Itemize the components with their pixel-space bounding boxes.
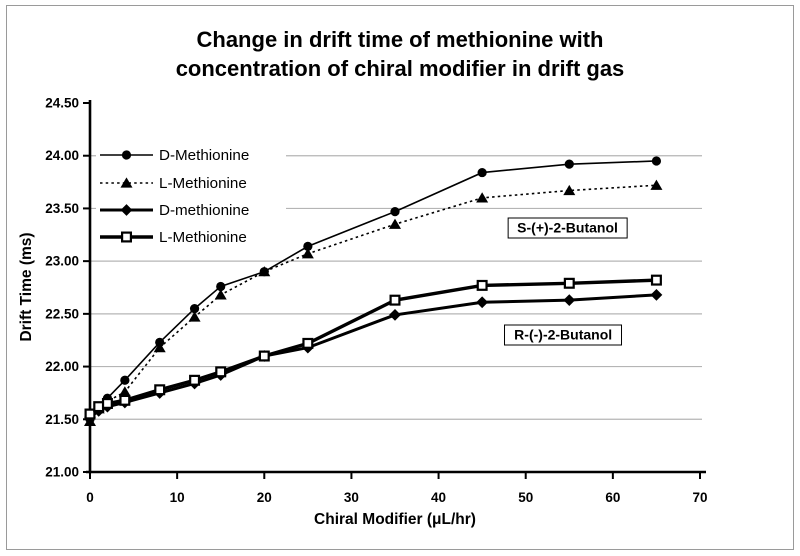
marker-square-open-icon	[258, 350, 270, 362]
marker-triangle-icon	[258, 266, 271, 277]
x-axis-title: Chiral Modifier (μL/hr)	[314, 511, 476, 528]
legend-label-3: L-Methionine	[159, 229, 247, 246]
y-tick-label: 22.50	[45, 306, 79, 321]
marker-square-open-icon	[650, 274, 662, 286]
marker-circle-icon	[564, 159, 574, 169]
marker-triangle-icon	[153, 341, 166, 353]
marker-diamond-icon	[563, 294, 576, 307]
annotation-r-butanol-box: R-(-)-2-Butanol	[504, 324, 623, 346]
marker-square-open-icon	[389, 294, 401, 306]
marker-diamond-icon	[120, 204, 133, 216]
marker-triangle-icon	[188, 311, 201, 322]
series-line	[89, 293, 657, 419]
marker-triangle-icon	[389, 218, 401, 229]
marker-circle-icon	[477, 167, 487, 178]
legend-label-1: L-Methionine	[159, 175, 247, 192]
marker-square-open-icon	[189, 374, 201, 386]
marker-diamond-icon	[476, 296, 489, 309]
marker-square-open-icon	[93, 401, 105, 413]
marker-circle-icon	[121, 150, 132, 160]
marker-triangle-icon	[650, 179, 663, 190]
marker-circle-icon	[216, 281, 226, 292]
marker-square-open-icon	[119, 394, 131, 406]
marker-triangle-icon	[214, 289, 227, 300]
legend-label-0: D-Methionine	[159, 147, 249, 164]
legend-item-2: D-methionine	[100, 202, 249, 219]
legend-background	[96, 142, 286, 249]
marker-triangle-icon	[118, 386, 131, 397]
annotation-s-butanol-box: S-(+)-2-Butanol	[507, 217, 628, 239]
legend-label-2: D-methionine	[159, 202, 249, 219]
chart-title-line2: concentration of chiral modifier in drif…	[175, 56, 625, 81]
x-tick-label: 50	[518, 490, 533, 505]
x-tick-label: 30	[344, 490, 359, 505]
marker-diamond-icon	[389, 309, 401, 321]
marker-square-open-icon	[84, 408, 96, 420]
y-tick-label: 23.00	[45, 254, 79, 269]
y-tick-label: 21.00	[45, 465, 79, 480]
marker-triangle-icon	[301, 248, 314, 259]
legend-item-1: L-Methionine	[100, 175, 247, 192]
marker-circle-icon	[120, 375, 130, 385]
x-tick-label: 60	[605, 490, 620, 505]
y-tick-label: 23.50	[45, 201, 79, 216]
marker-square-open-icon	[120, 231, 132, 243]
series-3-l-methionine	[84, 274, 662, 420]
marker-circle-icon	[651, 156, 662, 166]
marker-circle-icon	[390, 206, 400, 217]
legend-item-0: D-Methionine	[100, 147, 249, 164]
y-tick-label: 21.50	[45, 412, 79, 427]
marker-circle-icon	[303, 241, 313, 251]
marker-square-open-icon	[101, 397, 113, 409]
chart-title: Change in drift time of methionine with …	[0, 25, 800, 83]
marker-diamond-icon	[650, 288, 663, 301]
y-tick-label: 24.50	[45, 96, 79, 111]
marker-square-open-icon	[154, 384, 166, 396]
marker-triangle-icon	[476, 192, 489, 203]
x-tick-label: 40	[431, 490, 446, 505]
marker-triangle-icon	[563, 184, 576, 196]
y-tick-label: 24.00	[45, 148, 79, 163]
marker-square-open-icon	[302, 337, 314, 349]
legend-item-3: L-Methionine	[100, 229, 247, 246]
marker-square-open-icon	[215, 366, 227, 378]
x-tick-label: 70	[692, 490, 707, 505]
x-tick-label: 20	[257, 490, 272, 505]
marker-circle-icon	[189, 303, 200, 314]
x-tick-label: 10	[170, 490, 185, 505]
marker-square-open-icon	[563, 277, 575, 289]
marker-square-open-icon	[476, 279, 488, 291]
x-tick-label: 0	[86, 490, 94, 505]
chart-title-line1: Change in drift time of methionine with	[196, 27, 604, 52]
marker-triangle-icon	[120, 177, 133, 188]
y-tick-label: 22.00	[45, 359, 79, 374]
